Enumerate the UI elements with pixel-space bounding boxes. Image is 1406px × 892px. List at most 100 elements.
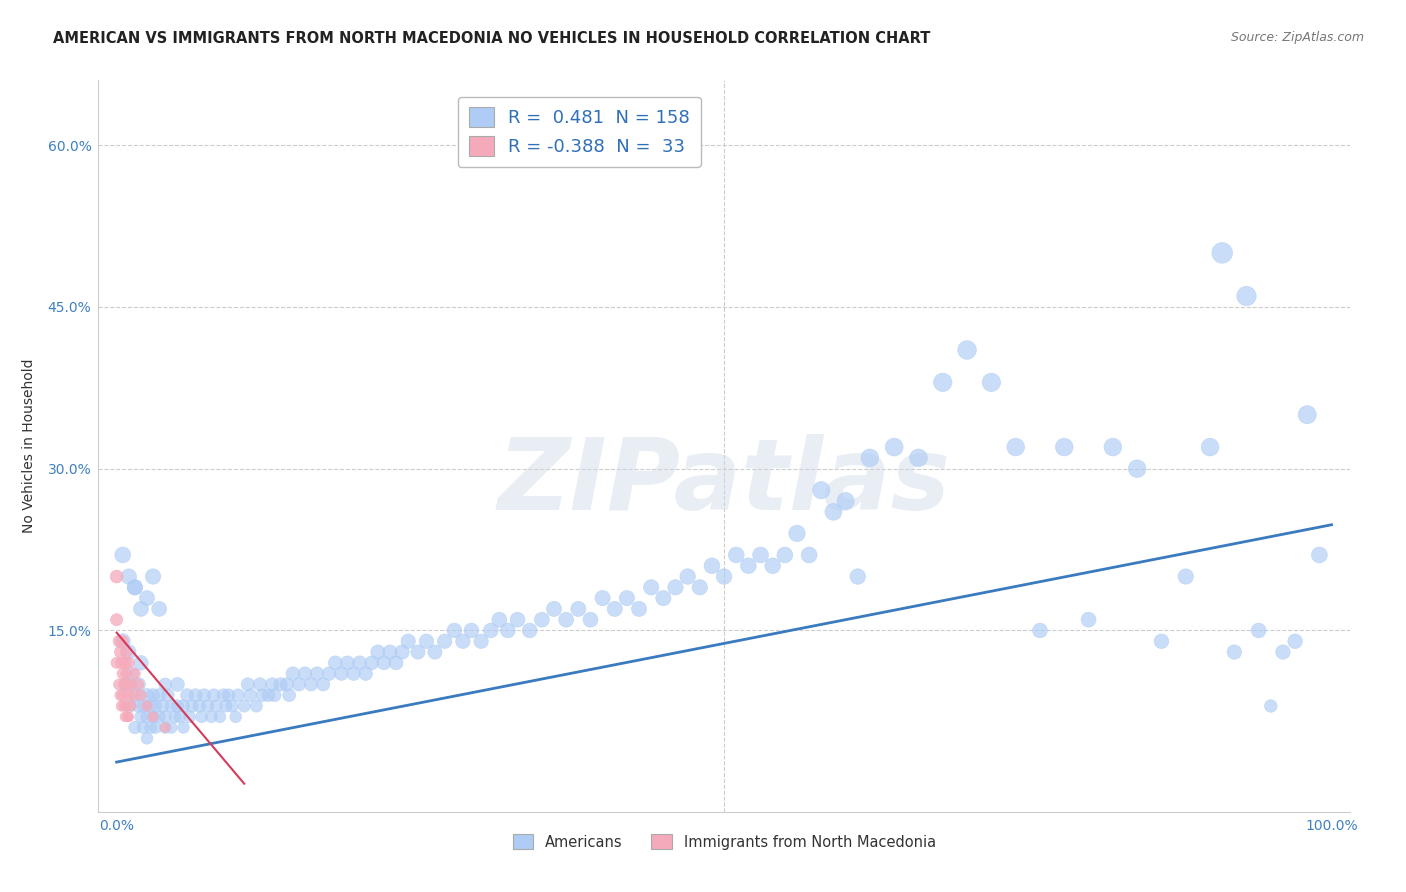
Point xyxy=(160,698,183,713)
Point xyxy=(156,688,179,702)
Point xyxy=(160,721,183,735)
Point xyxy=(378,645,401,659)
Point xyxy=(142,710,165,724)
Point xyxy=(108,634,131,648)
Point xyxy=(148,688,170,702)
Point xyxy=(155,721,177,735)
Point xyxy=(330,666,353,681)
Point xyxy=(530,613,553,627)
Point xyxy=(166,698,188,713)
Point xyxy=(190,710,212,724)
Point xyxy=(689,580,711,594)
Point xyxy=(152,698,174,713)
Point xyxy=(208,710,231,724)
Point xyxy=(846,569,869,583)
Point xyxy=(205,698,228,713)
Point xyxy=(312,677,335,691)
Point xyxy=(567,602,589,616)
Point xyxy=(443,624,465,638)
Point xyxy=(1077,613,1099,627)
Point xyxy=(226,688,249,702)
Point xyxy=(184,688,207,702)
Point xyxy=(1296,408,1319,422)
Point xyxy=(907,450,929,465)
Point xyxy=(145,698,167,713)
Point xyxy=(172,698,194,713)
Point xyxy=(120,677,142,691)
Point xyxy=(797,548,820,562)
Point xyxy=(1174,569,1197,583)
Point xyxy=(188,698,211,713)
Point xyxy=(725,548,748,562)
Point xyxy=(105,613,128,627)
Point xyxy=(129,602,152,616)
Point xyxy=(762,558,785,573)
Point xyxy=(155,677,177,691)
Text: AMERICAN VS IMMIGRANTS FROM NORTH MACEDONIA NO VEHICLES IN HOUSEHOLD CORRELATION: AMERICAN VS IMMIGRANTS FROM NORTH MACEDO… xyxy=(53,31,931,46)
Point xyxy=(136,688,159,702)
Point xyxy=(110,656,132,670)
Point xyxy=(603,602,626,616)
Point xyxy=(415,634,437,648)
Point xyxy=(181,698,204,713)
Point xyxy=(122,688,145,702)
Point xyxy=(278,688,301,702)
Point xyxy=(200,710,222,724)
Point xyxy=(1247,624,1270,638)
Point xyxy=(257,688,280,702)
Point xyxy=(245,698,267,713)
Point xyxy=(299,677,322,691)
Point xyxy=(281,666,304,681)
Point xyxy=(252,688,274,702)
Point xyxy=(555,613,578,627)
Point xyxy=(488,613,510,627)
Point xyxy=(176,688,198,702)
Point xyxy=(1004,440,1026,454)
Point xyxy=(124,688,146,702)
Point xyxy=(172,721,194,735)
Point xyxy=(215,698,238,713)
Point xyxy=(737,558,759,573)
Point xyxy=(270,677,292,691)
Point xyxy=(1029,624,1052,638)
Point xyxy=(105,656,128,670)
Point xyxy=(713,569,735,583)
Point xyxy=(318,666,340,681)
Text: Source: ZipAtlas.com: Source: ZipAtlas.com xyxy=(1230,31,1364,45)
Point xyxy=(749,548,772,562)
Y-axis label: No Vehicles in Household: No Vehicles in Household xyxy=(22,359,37,533)
Point xyxy=(786,526,808,541)
Point xyxy=(110,688,132,702)
Point xyxy=(124,580,146,594)
Point xyxy=(451,634,474,648)
Point xyxy=(1271,645,1294,659)
Point xyxy=(148,602,170,616)
Point xyxy=(129,710,152,724)
Point xyxy=(118,698,141,713)
Point xyxy=(859,450,882,465)
Point xyxy=(349,656,371,670)
Point xyxy=(1150,634,1173,648)
Point xyxy=(385,656,408,670)
Point xyxy=(136,731,159,746)
Point xyxy=(110,645,132,659)
Point xyxy=(1126,461,1149,475)
Point xyxy=(217,688,239,702)
Point xyxy=(112,677,135,691)
Point xyxy=(118,645,141,659)
Point xyxy=(111,634,134,648)
Point xyxy=(139,721,162,735)
Point xyxy=(221,698,243,713)
Legend: Americans, Immigrants from North Macedonia: Americans, Immigrants from North Macedon… xyxy=(506,829,942,855)
Point xyxy=(391,645,413,659)
Point xyxy=(406,645,429,659)
Point xyxy=(676,569,699,583)
Point xyxy=(883,440,905,454)
Point xyxy=(115,666,138,681)
Point xyxy=(105,569,128,583)
Point xyxy=(579,613,602,627)
Point xyxy=(263,688,285,702)
Point xyxy=(124,580,146,594)
Point xyxy=(128,677,150,691)
Point xyxy=(169,710,191,724)
